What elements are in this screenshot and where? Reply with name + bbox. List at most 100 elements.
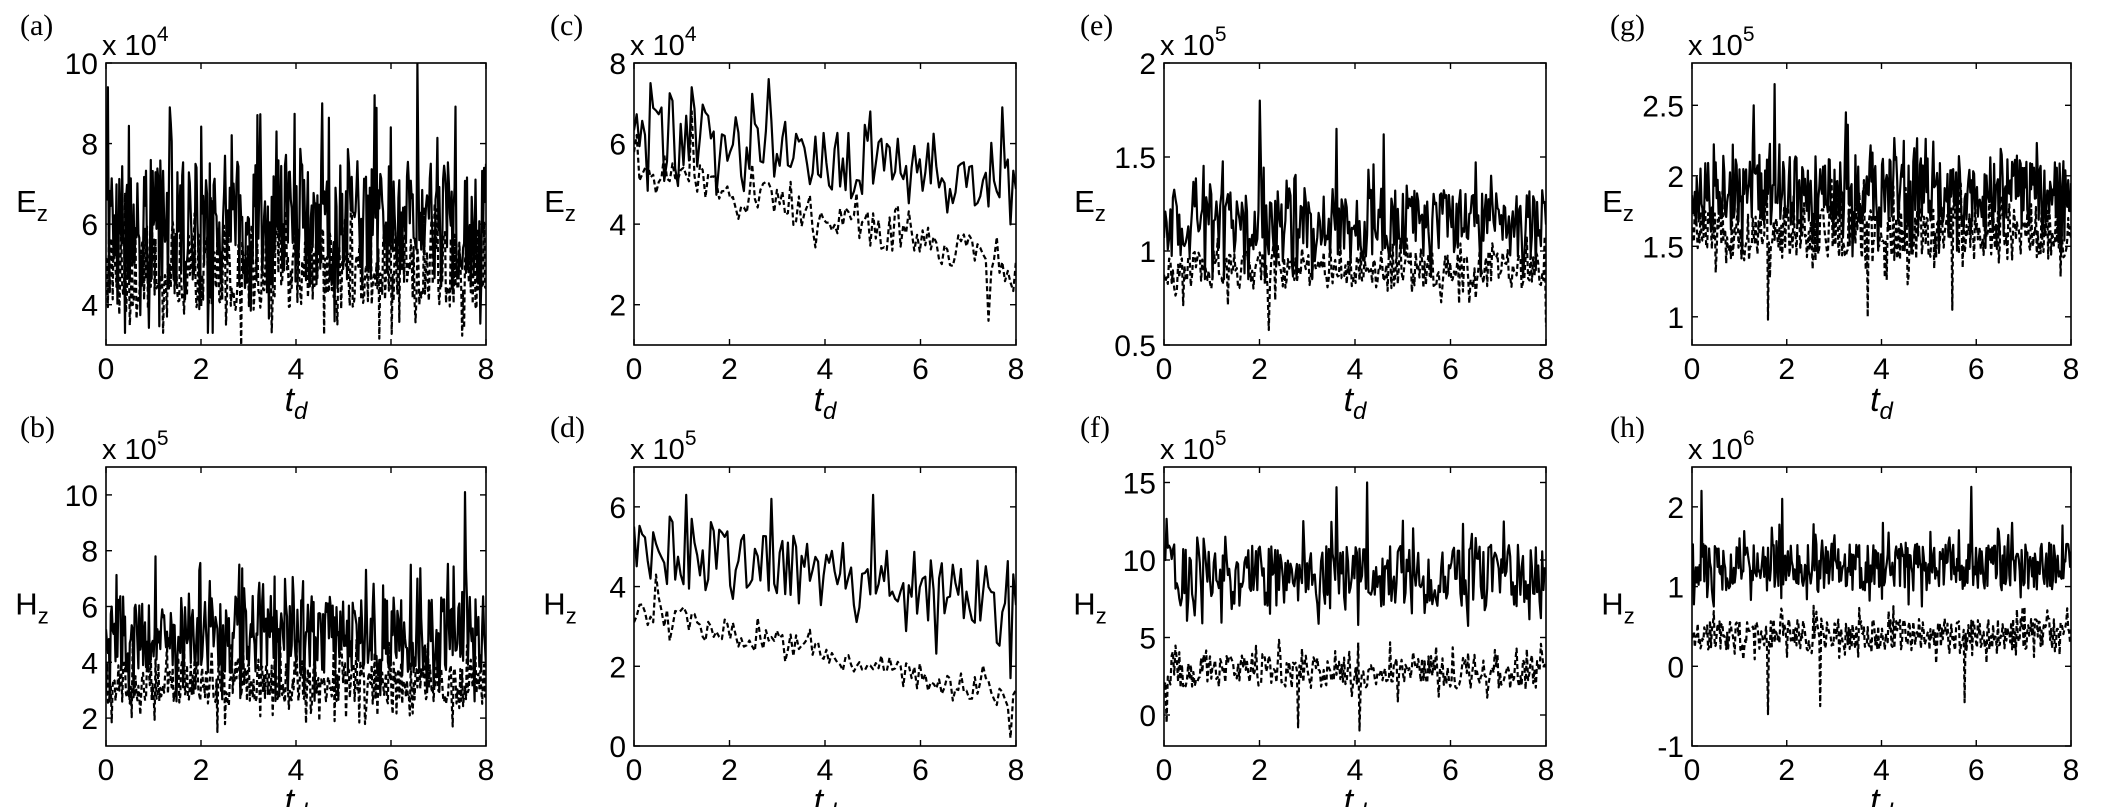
x-tick-label: 8 [2063, 353, 2080, 386]
x-tick-label: 2 [1778, 754, 1795, 787]
y-tick-label: 2 [1667, 161, 1684, 194]
y-tick-label: 6 [81, 592, 98, 625]
y-tick-label: 1 [1139, 236, 1156, 269]
y-tick-label: 0 [1139, 700, 1156, 733]
y-axis-label: Hz [543, 587, 576, 629]
x-tick-label: 4 [288, 754, 305, 787]
x-tick-label: 2 [1778, 353, 1795, 386]
plot-frame-h [1691, 466, 2072, 747]
x-tick-label: 2 [721, 353, 738, 386]
series-solid-a [106, 63, 486, 334]
x-tick-label: 0 [1156, 353, 1173, 386]
y-tick-label: 10 [65, 48, 98, 81]
axis-exponent: x 104 [630, 23, 697, 62]
x-axis-label: td [285, 381, 308, 425]
y-tick-label: 6 [609, 492, 626, 525]
y-tick-label: 0.5 [1114, 330, 1156, 363]
y-tick-label: 2 [1667, 492, 1684, 525]
x-axis-label: td [814, 782, 837, 807]
axis-exponent: x 105 [102, 427, 169, 466]
y-tick-label: 2 [609, 651, 626, 684]
y-tick-label: 4 [81, 290, 98, 323]
panel-a: 0 2 4 6 8 4 6 8 10x 104 Ez td (a) [16, 9, 494, 425]
y-tick-label: 8 [609, 48, 626, 81]
series-dashed-g [1692, 178, 2071, 321]
series-dashed-a [106, 192, 486, 345]
axis-exponent: x 106 [1688, 427, 1755, 466]
series-solid-f [1164, 481, 1546, 627]
y-tick-label: 8 [81, 536, 98, 569]
panel-label-d: (d) [550, 411, 585, 444]
x-tick-label: 6 [383, 353, 400, 386]
x-tick-label: 6 [1968, 353, 1985, 386]
x-tick-label: 6 [912, 353, 929, 386]
panel-g: 0 2 4 6 8 1 1.5 2 2.5x 105 Ez td (g) [1602, 9, 2079, 425]
x-tick-label: 2 [193, 353, 210, 386]
x-tick-label: 4 [817, 754, 834, 787]
axis-exponent: x 105 [1160, 23, 1227, 62]
y-tick-label: -1 [1657, 731, 1684, 764]
series-dashed-h [1692, 604, 2071, 716]
y-tick-label: 1 [1667, 302, 1684, 335]
y-tick-label: 8 [81, 129, 98, 162]
y-axis-label: Hz [15, 587, 48, 629]
panel-f: 0 2 4 6 8 0 5 10 15x 105 Hz td (f) [1073, 411, 1554, 807]
x-axis-label: td [1344, 381, 1367, 425]
y-tick-label: 15 [1123, 468, 1156, 501]
y-tick-label: 2 [81, 703, 98, 736]
y-tick-label: 4 [609, 209, 626, 242]
x-tick-label: 0 [626, 754, 643, 787]
panel-label-f: (f) [1080, 411, 1110, 444]
x-tick-label: 0 [98, 353, 115, 386]
y-tick-label: 5 [1139, 623, 1156, 656]
series-dashed-c [634, 110, 1016, 322]
x-tick-label: 0 [626, 353, 643, 386]
panel-label-c: (c) [550, 9, 583, 42]
y-tick-label: 4 [609, 572, 626, 605]
y-tick-label: 2 [609, 290, 626, 323]
x-tick-label: 4 [1347, 754, 1364, 787]
x-tick-label: 8 [1008, 353, 1025, 386]
x-axis-label: td [814, 381, 837, 425]
x-tick-label: 6 [912, 754, 929, 787]
panel-label-b: (b) [20, 411, 55, 444]
series-dashed-b [106, 638, 486, 734]
panel-label-h: (h) [1610, 411, 1645, 444]
series-solid-c [634, 78, 1016, 226]
plot-frame-d [633, 466, 1017, 747]
x-tick-label: 6 [383, 754, 400, 787]
y-axis-label: Ez [1602, 184, 1634, 226]
x-tick-label: 8 [1538, 754, 1555, 787]
y-tick-label: 2.5 [1642, 90, 1684, 123]
x-tick-label: 0 [98, 754, 115, 787]
axis-exponent: x 104 [102, 23, 169, 62]
y-tick-label: 10 [65, 480, 98, 513]
y-tick-label: 6 [81, 209, 98, 242]
y-tick-label: 2 [1139, 48, 1156, 81]
panel-label-a: (a) [20, 9, 53, 42]
x-tick-label: 2 [721, 754, 738, 787]
x-tick-label: 0 [1156, 754, 1173, 787]
x-axis-label: td [285, 782, 308, 807]
x-tick-label: 4 [817, 353, 834, 386]
panel-label-g: (g) [1610, 9, 1645, 42]
x-axis-label: td [1870, 381, 1893, 425]
y-tick-label: 1.5 [1114, 142, 1156, 175]
series-dashed-e [1164, 235, 1546, 332]
y-tick-label: 0 [1667, 651, 1684, 684]
panel-label-e: (e) [1080, 9, 1113, 42]
x-tick-label: 2 [193, 754, 210, 787]
x-tick-label: 8 [478, 353, 495, 386]
y-tick-label: 0 [609, 731, 626, 764]
x-tick-label: 6 [1968, 754, 1985, 787]
x-tick-label: 2 [1251, 353, 1268, 386]
series-solid-h [1692, 485, 2071, 608]
y-axis-label: Ez [16, 184, 48, 226]
x-tick-label: 4 [1873, 754, 1890, 787]
x-tick-label: 8 [1008, 754, 1025, 787]
axis-exponent: x 105 [1160, 427, 1227, 466]
y-axis-label: Ez [1074, 184, 1106, 226]
